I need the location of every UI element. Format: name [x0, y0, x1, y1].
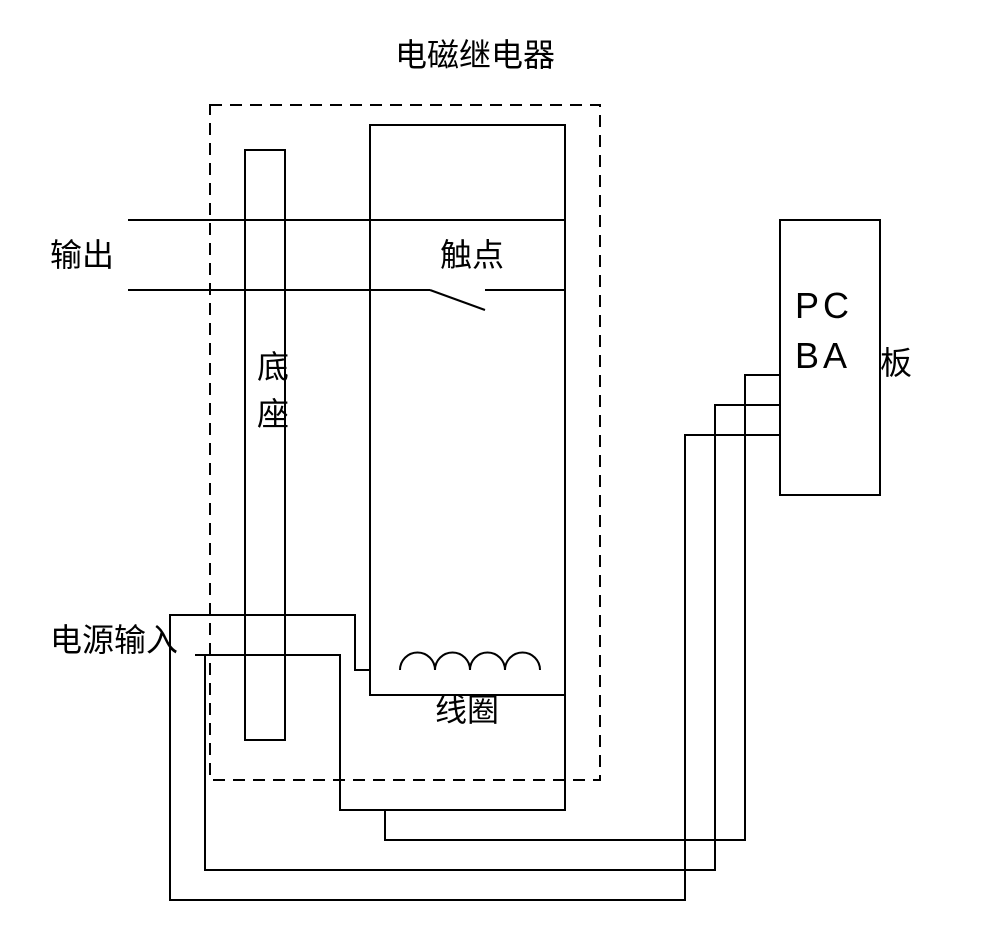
contact-label: 触点 [440, 230, 504, 276]
pcba-label-board: 板 [880, 338, 912, 384]
pcba-label-pc: PC [795, 285, 853, 327]
base-label: 底座 [248, 350, 294, 444]
title-label: 电磁继电器 [395, 30, 555, 76]
coil-label: 线圈 [435, 685, 499, 731]
pcba-label-ba: BA [795, 335, 851, 377]
power-input-label: 电源输入 [50, 615, 178, 661]
output-label: 输出 [50, 230, 114, 276]
schematic-diagram [0, 0, 1000, 938]
